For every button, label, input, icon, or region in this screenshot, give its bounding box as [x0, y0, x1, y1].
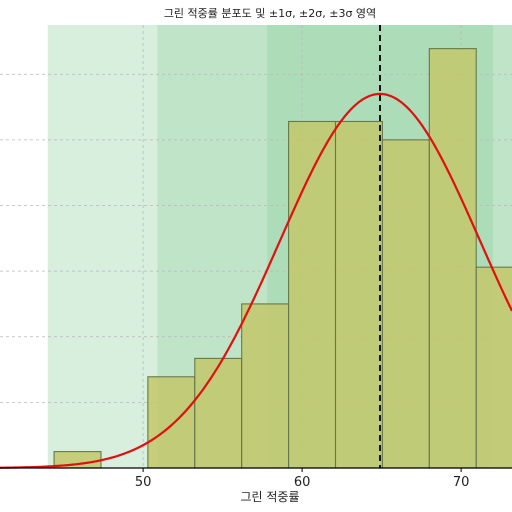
- histogram-bar: [381, 139, 430, 469]
- x-tick-label: 70: [453, 475, 470, 490]
- histogram-bar: [288, 120, 337, 469]
- x-axis-label: 그린 적중률: [240, 490, 299, 504]
- histogram-bars: [53, 48, 512, 469]
- axes: 50 60 70: [0, 467, 512, 490]
- fit-curve: [0, 92, 512, 469]
- histogram-bar: [334, 120, 383, 469]
- histogram-bar: [147, 376, 196, 469]
- histogram-bar: [428, 48, 477, 469]
- histogram-bar: [241, 303, 290, 469]
- x-tick-label: 60: [294, 475, 311, 490]
- fit-curve-layer: [0, 92, 512, 469]
- chart-title: 그린 적중률 분포도 및 ±1σ, ±2σ, ±3σ 영역: [164, 7, 376, 20]
- x-tick-label: 50: [135, 475, 152, 490]
- histogram-bar: [194, 357, 243, 469]
